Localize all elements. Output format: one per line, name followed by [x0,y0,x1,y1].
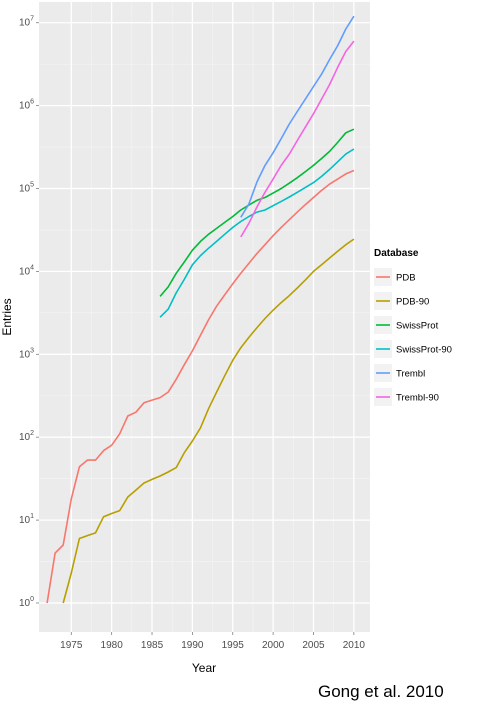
x-tick-label: 1975 [60,640,83,651]
x-tick-label: 2010 [343,640,366,651]
x-tick-label: 1980 [101,640,124,651]
x-axis: 1975 1980 1985 1990 1995 2000 2005 2010 [60,632,365,651]
legend-label: SwissProt-90 [396,345,452,356]
plot-panel [39,2,370,632]
citation-caption: Gong et al. 2010 [318,682,444,701]
x-tick-label: 2000 [262,640,285,651]
grid-minor [39,2,370,632]
x-tick-label: 1995 [222,640,245,651]
legend-label: Trembl-90 [396,393,439,404]
y-tick-label: 105 [19,182,34,195]
series-line-pdb-90 [62,238,355,604]
x-axis-title: Year [192,661,216,675]
series-line-trembl [240,15,355,218]
y-tick-label: 102 [19,430,34,443]
y-tick-label: 101 [19,513,34,526]
legend-label: SwissProt [396,321,439,332]
series-line-swissprot [159,128,355,297]
y-axis: 100 101 102 103 104 105 106 107 [19,16,39,609]
y-axis-title: Entries [0,298,14,335]
series-line-trembl-90 [240,40,355,238]
series-line-swissprot-90 [159,148,355,318]
y-tick-label: 103 [19,347,34,360]
legend-title: Database [374,248,419,259]
y-tick-label: 106 [19,99,34,112]
legend-label: PDB-90 [396,297,429,308]
grid-major [39,2,370,632]
x-tick-label: 2005 [302,640,325,651]
x-tick-label: 1985 [141,640,164,651]
y-tick-label: 107 [19,16,34,29]
y-tick-label: 104 [19,264,34,277]
series-line-pdb [46,169,355,604]
legend: Database PDB PDB-90 SwissProt SwissProt-90 T… [374,248,452,406]
x-tick-label: 1990 [181,640,204,651]
series-lines [46,15,355,604]
y-tick-label: 100 [19,596,34,609]
legend-label: Trembl [396,369,425,380]
legend-label: PDB [396,273,416,284]
